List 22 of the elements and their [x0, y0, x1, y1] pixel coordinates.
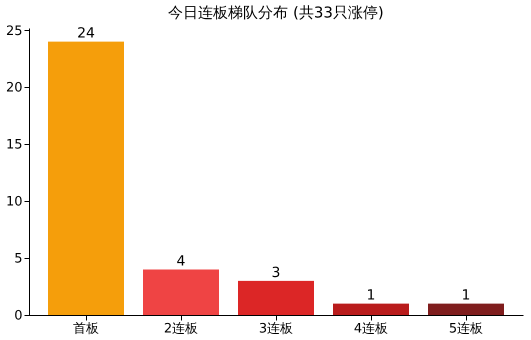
- y-tick-label: 10: [6, 194, 22, 210]
- bar: [238, 280, 314, 315]
- y-tick-label: 15: [6, 138, 22, 153]
- x-tick-label: 4连板: [354, 322, 388, 336]
- y-tick-label: 25: [6, 24, 22, 39]
- x-tick-label: 2连板: [164, 322, 198, 336]
- chart-title: 今日连板梯队分布 (共33只涨停): [168, 3, 384, 22]
- y-tick-label: 0: [14, 308, 22, 324]
- data-label: 24: [77, 26, 95, 42]
- data-label: 3: [272, 264, 280, 281]
- x-tick-label: 3连板: [258, 322, 294, 336]
- x-tick-label: 5连板: [448, 322, 484, 336]
- x-tick-label: 首板: [73, 322, 99, 336]
- bar: [333, 304, 409, 315]
- data-label: 1: [366, 288, 376, 304]
- bar: [428, 304, 504, 315]
- y-tick-label: 20: [6, 80, 22, 96]
- y-tick-label: 5: [14, 252, 22, 267]
- bar: [48, 42, 124, 315]
- data-label: 1: [462, 288, 470, 304]
- data-label: 4: [176, 253, 186, 270]
- bar: [143, 269, 219, 315]
